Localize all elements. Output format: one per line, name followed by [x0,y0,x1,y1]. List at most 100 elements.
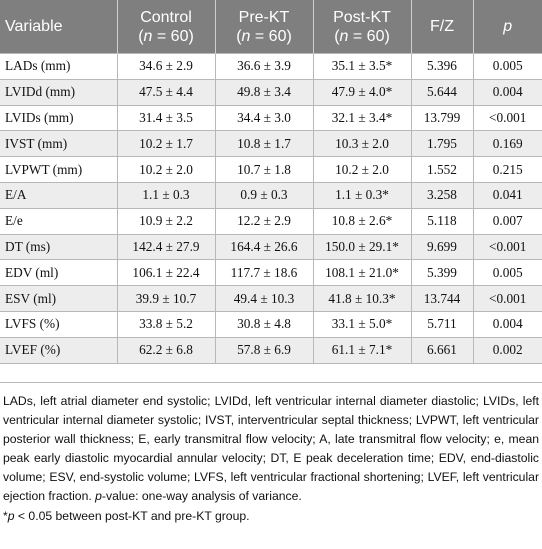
table-cell: 30.8 ± 4.8 [214,310,314,338]
table-cell: 0.9 ± 0.3 [214,181,314,209]
header-control: Control (n = 60) [117,0,216,54]
table-cell: 0.041 [472,181,542,209]
table-cell: 1.1 ± 0.3 [116,181,216,209]
table-cell: 57.8 ± 6.9 [214,336,314,364]
table-cell: 12.2 ± 2.9 [214,207,314,235]
table-cell: 164.4 ± 26.6 [214,233,314,261]
header-variable: Variable [0,0,118,54]
table-cell: 0.004 [472,310,542,338]
table-row: ESV (ml) 39.9 ± 10.7 49.4 ± 10.3 41.8 ± 10.… [0,285,542,312]
table-row: IVST (mm) 10.2 ± 1.7 10.8 ± 1.7 10.3 ± 2.0 1… [0,130,542,158]
table-cell: 5.118 [410,207,474,235]
table-cell: 10.8 ± 2.6* [312,207,412,235]
table-cell: 10.9 ± 2.2 [116,207,216,235]
table-cell: 10.2 ± 2.0 [312,156,412,183]
table-cell: 32.1 ± 3.4* [312,104,412,132]
table-cell: 13.744 [410,285,474,312]
row-label-cell: LADs (mm) [0,53,118,80]
table-cell: 0.004 [472,78,542,106]
significance-footnote: *p < 0.05 between post-KT and pre-KT gro… [3,507,539,526]
table-row: LVIDd (mm) 47.5 ± 4.4 49.8 ± 3.4 47.9 ± 4.0… [0,78,542,106]
table-cell: 5.399 [410,259,474,287]
table-row: E/e 10.9 ± 2.2 12.2 ± 2.9 10.8 ± 2.6* 5.118 0… [0,207,542,235]
table-cell: 49.4 ± 10.3 [214,285,314,312]
table-row: LVIDs (mm) 31.4 ± 3.5 34.4 ± 3.0 32.1 ± 3.4… [0,104,542,132]
table-cell: 1.795 [410,130,474,158]
table-cell: 3.258 [410,181,474,209]
table-cell: 1.552 [410,156,474,183]
table-row: LVPWT (mm) 10.2 ± 2.0 10.7 ± 1.8 10.2 ± 2.0… [0,156,542,183]
table-cell: 1.1 ± 0.3* [312,181,412,209]
table-cell: 10.7 ± 1.8 [214,156,314,183]
table-cell: 34.4 ± 3.0 [214,104,314,132]
row-label-cell: ESV (ml) [0,285,118,312]
header-pre-kt: Pre-KT (n = 60) [215,0,314,54]
table-cell: 106.1 ± 22.4 [116,259,216,287]
table-row: E/A 1.1 ± 0.3 0.9 ± 0.3 1.1 ± 0.3* 3.258 0.04… [0,181,542,209]
header-f-z-text: F/Z [430,18,454,35]
table-header: Variable Control (n = 60) Pre-KT (n = 60… [0,0,542,54]
table-cell: 150.0 ± 29.1* [312,233,412,261]
header-control-n: (n = 60) [138,27,194,45]
table-footnotes: LADs, left atrial diameter end systolic;… [0,382,542,526]
table-cell: 10.2 ± 2.0 [116,156,216,183]
table-cell: 0.007 [472,207,542,235]
header-f-z: F/Z [411,0,474,54]
row-label-cell: LVFS (%) [0,310,118,338]
table-cell: 13.799 [410,104,474,132]
table-cell: <0.001 [472,104,542,132]
row-label-cell: LVEF (%) [0,336,118,364]
header-row: Variable Control (n = 60) Pre-KT (n = 60… [0,0,542,54]
header-p-text: p [503,18,513,35]
table-cell: 0.215 [472,156,542,183]
table-cell: 9.699 [410,233,474,261]
table-cell: 41.8 ± 10.3* [312,285,412,312]
header-p: p [473,0,542,54]
table-cell: 0.005 [472,53,542,80]
table-cell: 0.169 [472,130,542,158]
table-cell: 6.661 [410,336,474,364]
table-cell: 31.4 ± 3.5 [116,104,216,132]
table-cell: 117.7 ± 18.6 [214,259,314,287]
footnote-marker: * [3,509,8,523]
table-cell: 108.1 ± 21.0* [312,259,412,287]
table-cell: 0.002 [472,336,542,364]
header-pre-kt-label: Pre-KT [238,8,290,26]
table-cell: 5.644 [410,78,474,106]
abbreviations-note: LADs, left atrial diameter end systolic;… [3,392,539,506]
abbreviations-text: LADs, left atrial diameter end systolic;… [3,394,539,503]
table-cell: 0.005 [472,259,542,287]
header-variable-text: Variable [5,18,63,35]
echo-parameters-table: Variable Control (n = 60) Pre-KT (n = 60… [0,0,542,364]
table-cell: 47.9 ± 4.0* [312,78,412,106]
table-cell: 5.711 [410,310,474,338]
row-label-cell: LVPWT (mm) [0,156,118,183]
table-cell: 5.396 [410,53,474,80]
row-label-cell: E/A [0,181,118,209]
table-cell: <0.001 [472,285,542,312]
table-cell: 34.6 ± 2.9 [116,53,216,80]
row-label-cell: E/e [0,207,118,235]
table-cell: 49.8 ± 3.4 [214,78,314,106]
header-post-kt-label: Post-KT [333,8,391,26]
table-cell: 10.2 ± 1.7 [116,130,216,158]
table-cell: 33.8 ± 5.2 [116,310,216,338]
table-row: LADs (mm) 34.6 ± 2.9 36.6 ± 3.9 35.1 ± 3.5*… [0,53,542,80]
footnote-p: p [7,509,15,523]
row-label-cell: LVIDd (mm) [0,78,118,106]
row-label-cell: LVIDs (mm) [0,104,118,132]
table-cell: 10.8 ± 1.7 [214,130,314,158]
row-label-cell: DT (ms) [0,233,118,261]
table-cell: 35.1 ± 3.5* [312,53,412,80]
table-cell: 33.1 ± 5.0* [312,310,412,338]
header-control-label: Control [140,8,192,26]
table-cell: 142.4 ± 27.9 [116,233,216,261]
table-cell: 61.1 ± 7.1* [312,336,412,364]
table-cell: <0.001 [472,233,542,261]
table-cell: 39.9 ± 10.7 [116,285,216,312]
data-table-container: Variable Control (n = 60) Pre-KT (n = 60… [0,0,542,364]
table-cell: 36.6 ± 3.9 [214,53,314,80]
table-cell: 62.2 ± 6.8 [116,336,216,364]
table-row: EDV (ml) 106.1 ± 22.4 117.7 ± 18.6 108.1 ± … [0,259,542,287]
row-label-cell: IVST (mm) [0,130,118,158]
